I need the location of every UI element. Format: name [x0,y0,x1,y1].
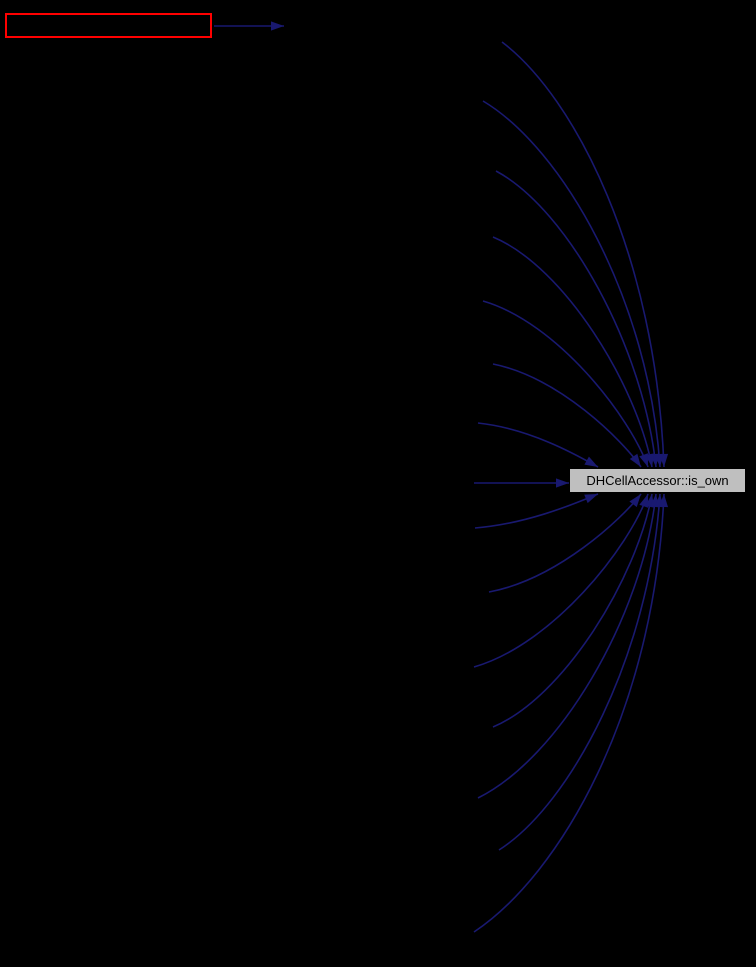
call-edge-curve [492,493,653,728]
call-edge-curve [473,493,649,668]
arrowhead-icon [584,494,598,504]
arrowhead-icon [639,453,648,467]
arrowhead-icon [650,494,660,508]
target-function-label: DHCellAccessor::is_own [586,473,729,488]
call-edge-curve [473,493,665,933]
call-edge-curve [482,300,649,468]
arrowhead-icon [629,453,641,467]
truncated-caller-node[interactable] [5,13,212,38]
arrowhead-icon [654,453,664,467]
arrowhead-icon [556,478,569,488]
call-edge-curve [488,493,642,593]
arrowhead-icon [650,453,660,467]
arrowhead-icon [629,494,641,508]
arrowhead-icon [271,21,284,31]
arrowhead-icon [645,453,655,467]
call-edge-curve [498,493,661,851]
call-edge-curve [501,41,665,468]
call-edge-curve [474,493,599,529]
call-edge-curve [492,236,653,468]
arrowhead-icon [639,494,649,508]
arrowhead-icon [584,456,598,467]
arrowhead-icon [654,494,664,508]
call-edge-curve [477,422,599,468]
target-function-node[interactable]: DHCellAccessor::is_own [569,468,746,493]
call-edge-curve [495,170,657,468]
call-edge-curve [492,363,642,468]
call-edge-curve [482,100,661,468]
arrowhead-icon [658,494,669,508]
arrowhead-icon [658,453,669,467]
call-edge-curve [477,493,657,799]
arrowhead-icon [645,494,655,508]
